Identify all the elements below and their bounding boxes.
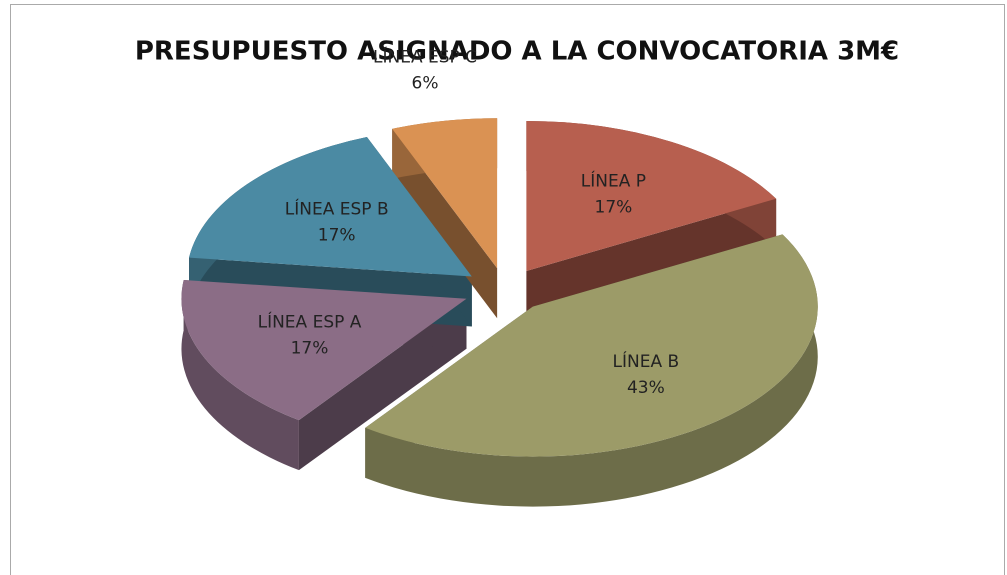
pie-slice	[526, 120, 777, 271]
slice-value-label: 17%	[291, 339, 329, 359]
slice-value-label: 43%	[627, 378, 665, 398]
slice-wall	[365, 234, 818, 507]
pie-slice	[365, 234, 818, 457]
slice-label: LÍNEA B	[613, 350, 680, 372]
slice-value-label: 6%	[412, 73, 439, 93]
slice-label: LÍNEA ESP A	[258, 311, 362, 333]
slice-value-label: 17%	[318, 225, 356, 245]
slice-label: LÍNEA ESP B	[285, 197, 389, 219]
chart-title: PRESUPUESTO ASIGNADO A LA CONVOCATORIA 3…	[135, 37, 899, 67]
pie-slice	[181, 279, 467, 421]
slice-value-label: 17%	[595, 198, 633, 218]
pie-slice	[189, 136, 472, 277]
slice-label: LÍNEA ESP C	[373, 45, 477, 67]
slice-label: LÍNEA P	[581, 170, 646, 192]
pie-slice	[392, 118, 498, 269]
slice-side	[392, 128, 498, 319]
slice-wall	[181, 279, 299, 471]
